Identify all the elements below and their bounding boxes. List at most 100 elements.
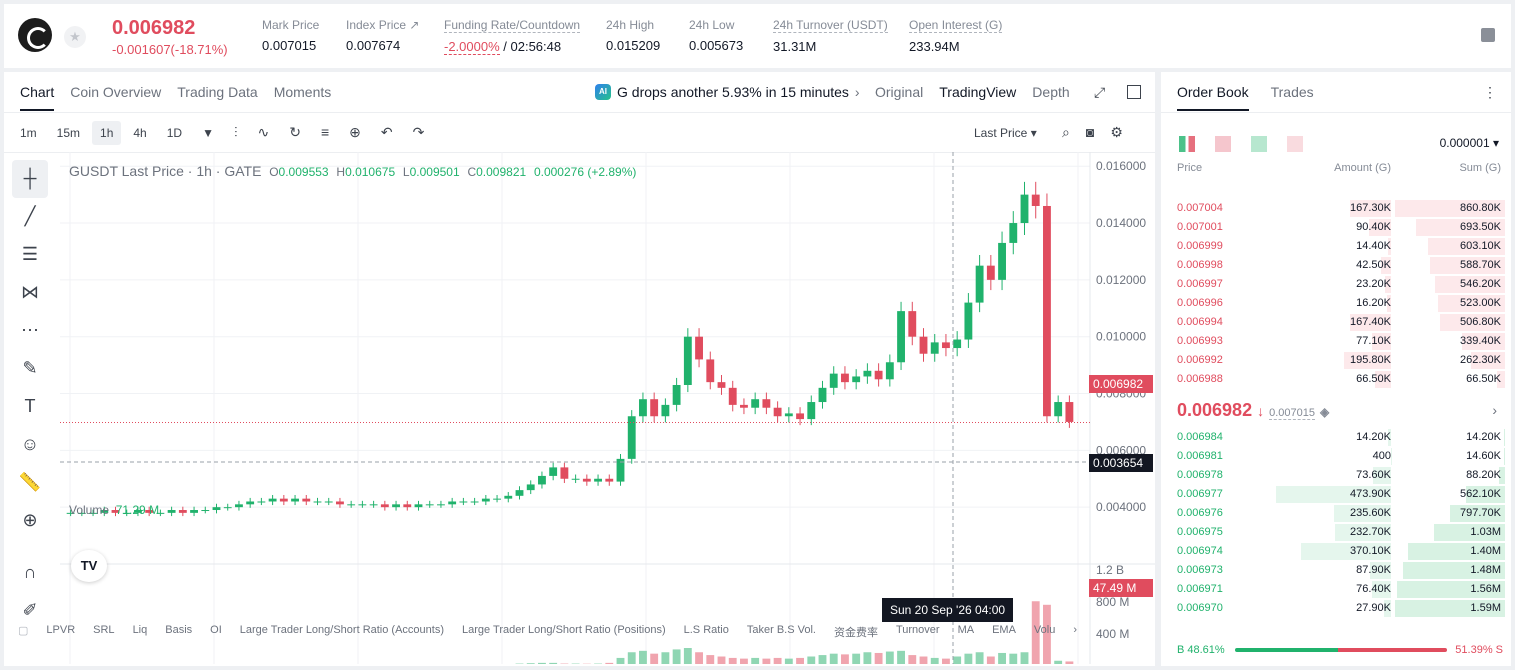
ask-row[interactable]: 0.006993 77.10K 339.40K [1161, 332, 1511, 351]
tab-trading-data[interactable]: Trading Data [177, 84, 258, 100]
horizontal-lines-icon[interactable]: ☰ [21, 244, 39, 264]
tab-chart[interactable]: Chart [20, 84, 55, 111]
ask-row[interactable]: 0.006988 66.50K 66.50K [1161, 370, 1511, 389]
last-price-tag: 0.006982 [1089, 375, 1153, 393]
bid-row[interactable]: 0.006976 235.60K 797.70K [1161, 504, 1511, 523]
guide-book-icon[interactable] [1481, 28, 1495, 42]
bid-row[interactable]: 0.006971 76.40K 1.56M [1161, 580, 1511, 599]
tab-original[interactable]: Original [875, 84, 924, 100]
bid-row[interactable]: 0.006974 370.10K 1.40M [1161, 542, 1511, 561]
both-sides-icon[interactable] [1179, 136, 1195, 152]
ask-row[interactable]: 0.006997 23.20K 546.20K [1161, 275, 1511, 294]
indicator-tab[interactable]: L.S Ratio [683, 624, 729, 636]
expand-icon[interactable]: ⤢ [1094, 84, 1106, 100]
tab-trades[interactable]: Trades [1270, 84, 1314, 100]
tradingview-logo[interactable]: TV [71, 550, 107, 582]
asks-only-icon[interactable] [1215, 136, 1231, 152]
ask-row[interactable]: 0.006998 42.50K 588.70K [1161, 256, 1511, 275]
order-amount: 27.90K [1356, 602, 1391, 614]
gear-icon[interactable]: ⚙ [1110, 124, 1123, 140]
indicator-tab[interactable]: Large Trader Long/Short Ratio (Positions… [462, 624, 666, 636]
indicator-tab[interactable]: Taker B.S Vol. [746, 624, 816, 636]
precision-select[interactable]: 0.000001 ▾ [1439, 136, 1499, 150]
index-price-stat[interactable]: Index Price ↗ 0.007674 [346, 18, 419, 53]
indicator-tab[interactable]: 资金费率 [833, 627, 878, 639]
ask-row[interactable]: 0.006994 167.40K 506.80K [1161, 313, 1511, 332]
indicator-tab[interactable]: OI [210, 624, 222, 636]
more-icon[interactable]: ⋮ [1483, 84, 1497, 100]
bid-row[interactable]: 0.006977 473.90K 562.10K [1161, 485, 1511, 504]
indicator-tab[interactable]: Large Trader Long/Short Ratio (Accounts) [239, 624, 445, 636]
candle-type-icon[interactable]: ⫶ [234, 124, 238, 140]
candlestick-chart[interactable]: 0.0160000.0140000.0120000.0100000.008000… [60, 152, 1155, 664]
tab-moments[interactable]: Moments [273, 84, 332, 100]
ask-row[interactable]: 0.007004 167.30K 860.80K [1161, 199, 1511, 218]
funding-rate-stat[interactable]: Funding Rate/Countdown -2.0000% / 02:56:… [444, 18, 581, 55]
text-icon[interactable]: T [24, 396, 36, 416]
indicators-icon[interactable]: ∿ [257, 124, 270, 140]
order-sum: 14.60K [1466, 450, 1501, 462]
trend-line-icon[interactable]: ╱ [24, 206, 36, 226]
bid-row[interactable]: 0.006970 27.90K 1.59M [1161, 599, 1511, 618]
indicator-tab[interactable]: MA [957, 624, 975, 636]
timeframe-15m[interactable]: 15m [56, 126, 81, 140]
ask-row[interactable]: 0.006999 14.40K 603.10K [1161, 237, 1511, 256]
favorite-star-icon[interactable]: ★ [64, 26, 86, 48]
crosshair-icon[interactable]: ┼ [12, 160, 48, 198]
brush-icon[interactable]: ✎ [22, 358, 38, 378]
caret-down-icon[interactable]: ▼ [202, 126, 214, 140]
redo-icon[interactable]: ↷ [412, 124, 425, 140]
ask-row[interactable]: 0.007001 90.40K 693.50K [1161, 218, 1511, 237]
tab-coin-overview[interactable]: Coin Overview [70, 84, 162, 100]
magnet-icon[interactable]: ∩ [23, 562, 37, 582]
bid-row[interactable]: 0.006975 232.70K 1.03M [1161, 523, 1511, 542]
pencil-icon[interactable]: ✐ [22, 600, 38, 620]
stat-label: Mark Price [262, 18, 320, 32]
indicator-tab[interactable]: ▢ [18, 625, 29, 637]
ruler-icon[interactable]: 📏 [18, 472, 42, 492]
indicator-tab[interactable]: LPVR [46, 624, 76, 636]
tab-depth[interactable]: Depth [1032, 84, 1070, 100]
large-orders-icon[interactable] [1287, 136, 1303, 152]
bid-row[interactable]: 0.006973 87.90K 1.48M [1161, 561, 1511, 580]
candle-body [358, 504, 367, 506]
chevron-right-icon[interactable]: › [1073, 624, 1078, 636]
window-icon[interactable] [1127, 85, 1141, 99]
bid-row[interactable]: 0.006978 73.60K 88.20K [1161, 466, 1511, 485]
tab-order-book[interactable]: Order Book [1177, 84, 1249, 111]
chevron-right-icon[interactable]: › [1492, 402, 1497, 418]
indicator-tab[interactable]: Turnover [895, 624, 940, 636]
pattern-icon[interactable]: ⋈ [21, 282, 39, 302]
indicator-tab[interactable]: Volu [1033, 624, 1056, 636]
bid-row[interactable]: 0.006981 400 14.60K [1161, 447, 1511, 466]
ask-row[interactable]: 0.006996 16.20K 523.00K [1161, 294, 1511, 313]
indicator-tab[interactable]: Liq [132, 624, 148, 636]
bids-only-icon[interactable] [1251, 136, 1267, 152]
news-ticker[interactable]: AI G drops another 5.93% in 15 minutes › [595, 84, 860, 100]
indicator-tab[interactable]: EMA [992, 624, 1016, 636]
templates-icon[interactable]: ≡ [320, 124, 330, 140]
zoom-in-icon[interactable]: ⊕ [22, 510, 38, 530]
timeframe-1d[interactable]: 1D [166, 126, 183, 140]
volume-bar [627, 652, 636, 664]
camera-icon[interactable]: ◙ [1085, 124, 1095, 140]
price-type-select[interactable]: Last Price ▾ [974, 126, 1037, 140]
undo-icon[interactable]: ↶ [380, 124, 393, 140]
candle-body [324, 501, 333, 503]
timeframe-4h[interactable]: 4h [133, 126, 147, 140]
bid-row[interactable]: 0.006984 14.20K 14.20K [1161, 428, 1511, 447]
timeframe-1h[interactable]: 1h [92, 121, 122, 145]
add-indicator-icon[interactable]: ⊕ [349, 124, 361, 140]
timeframe-1m[interactable]: 1m [20, 126, 37, 140]
indicator-tab[interactable]: SRL [93, 624, 115, 636]
volume-bar [841, 654, 849, 664]
refresh-icon[interactable]: ↻ [289, 124, 301, 140]
search-icon[interactable]: ⌕ [1062, 124, 1070, 140]
indicator-tab[interactable]: Basis [165, 624, 193, 636]
ask-row[interactable]: 0.006992 195.80K 262.30K [1161, 351, 1511, 370]
amount-depth-bar [1374, 371, 1391, 388]
order-price: 0.006999 [1177, 240, 1223, 252]
emoji-icon[interactable]: ☺ [20, 434, 40, 454]
tab-tradingview[interactable]: TradingView [939, 84, 1017, 100]
fib-icon[interactable]: ⋯ [21, 320, 39, 340]
